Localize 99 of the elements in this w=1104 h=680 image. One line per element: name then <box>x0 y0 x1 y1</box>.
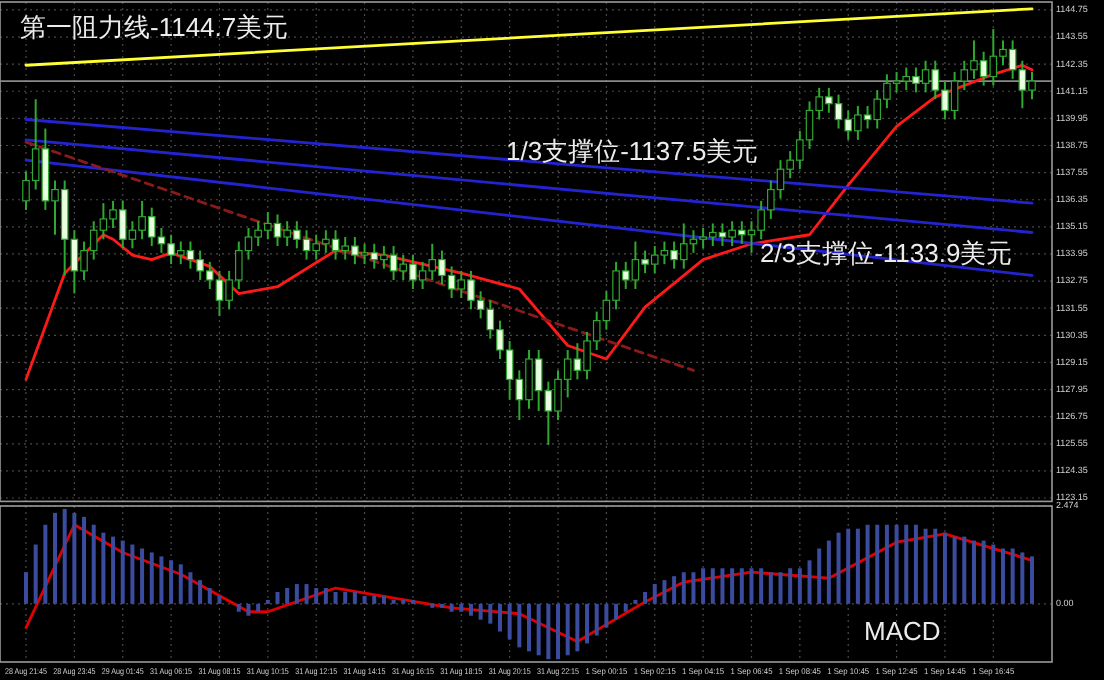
bar <box>217 595 222 604</box>
bar <box>681 572 686 604</box>
bar <box>362 595 367 604</box>
bar <box>662 580 667 604</box>
bar <box>865 524 870 604</box>
bar <box>749 568 754 604</box>
bar <box>904 524 909 604</box>
bar <box>875 524 880 604</box>
bar <box>246 603 251 616</box>
bar <box>91 524 96 604</box>
bar <box>352 591 357 604</box>
bar <box>449 603 454 612</box>
bar <box>575 603 580 652</box>
bar <box>933 528 938 604</box>
bar <box>536 603 541 656</box>
bar <box>333 591 338 604</box>
bar <box>468 603 473 616</box>
bar <box>594 603 599 636</box>
bar <box>701 568 706 604</box>
bar <box>381 595 386 604</box>
bar <box>788 568 793 604</box>
bar <box>188 572 193 604</box>
bar <box>884 524 889 604</box>
bar <box>294 584 299 604</box>
bar <box>101 532 106 604</box>
bar <box>604 603 609 628</box>
bar <box>1030 556 1034 604</box>
bar <box>710 568 715 604</box>
bar <box>556 603 561 660</box>
bar <box>130 544 135 604</box>
bar <box>971 540 976 604</box>
bar <box>497 603 502 632</box>
bar <box>759 568 764 604</box>
bar <box>478 603 483 620</box>
bar <box>82 516 87 604</box>
bar <box>1000 548 1005 604</box>
bar <box>120 540 125 604</box>
bar <box>585 603 590 644</box>
bar <box>768 572 773 604</box>
bar <box>169 560 174 604</box>
bar <box>159 556 164 604</box>
bar <box>623 603 628 612</box>
bar <box>43 524 48 604</box>
bar <box>807 560 812 604</box>
bar <box>846 528 851 604</box>
bar <box>488 603 493 624</box>
bar <box>855 528 860 604</box>
bar <box>236 603 241 612</box>
bar <box>894 524 899 604</box>
bar <box>739 568 744 604</box>
bar <box>527 603 531 652</box>
bar <box>778 572 783 604</box>
bar <box>923 528 928 604</box>
bar <box>991 544 996 604</box>
bar <box>643 591 648 604</box>
bar <box>826 540 831 604</box>
bar <box>459 603 464 612</box>
bar <box>614 603 619 620</box>
bar <box>652 584 657 604</box>
bar <box>952 536 957 604</box>
bar <box>836 532 841 604</box>
bar <box>942 532 947 604</box>
bar <box>207 588 212 604</box>
bar <box>140 548 145 604</box>
bar <box>149 552 154 604</box>
bar <box>24 572 28 604</box>
bar <box>730 568 735 604</box>
bar <box>1010 548 1015 604</box>
bar <box>565 603 570 656</box>
bar <box>323 588 328 604</box>
bar <box>111 536 116 604</box>
bar <box>198 580 203 604</box>
bar <box>913 524 918 604</box>
bar <box>314 588 319 604</box>
bar <box>981 540 986 604</box>
bar <box>372 595 377 604</box>
bar <box>546 603 551 660</box>
bar <box>256 603 261 612</box>
bar <box>797 568 802 604</box>
bar <box>720 568 725 604</box>
annotation: MACD <box>864 616 941 646</box>
annotation: 第一阻力线-1144.7美元 <box>20 12 289 42</box>
bar <box>517 603 522 648</box>
bar <box>507 603 512 640</box>
bar <box>285 588 290 604</box>
annotation: 1/3支撑位-1137.5美元 <box>506 136 759 166</box>
bar <box>304 584 309 604</box>
bar <box>691 572 696 604</box>
bar <box>178 564 183 604</box>
line-series <box>24 523 1034 643</box>
bar <box>72 512 77 604</box>
bar <box>672 576 677 604</box>
bar <box>53 512 58 604</box>
bar <box>33 544 38 604</box>
bar <box>343 591 348 604</box>
bar <box>275 591 280 604</box>
bar <box>962 536 967 604</box>
bar <box>62 508 67 604</box>
bar <box>817 548 822 604</box>
